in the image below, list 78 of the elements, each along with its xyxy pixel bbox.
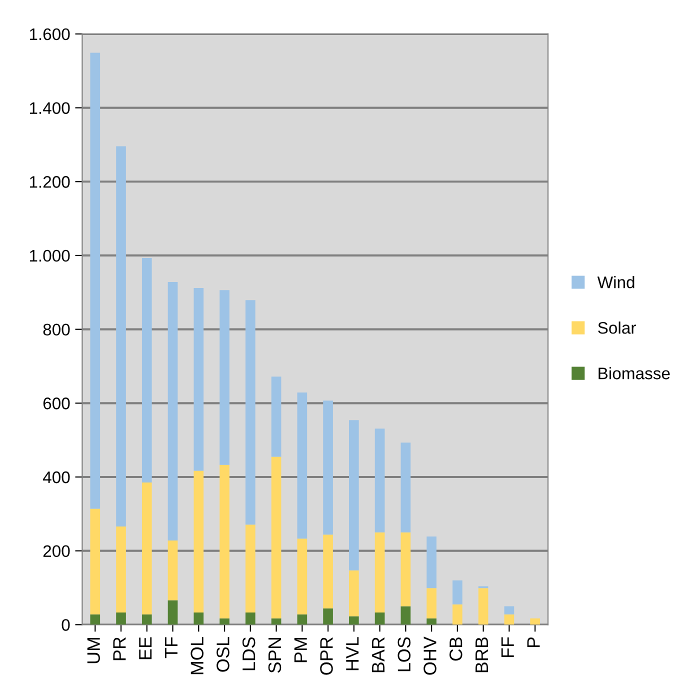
bar — [90, 52, 100, 509]
bar — [452, 604, 462, 625]
bar — [194, 288, 204, 471]
bar — [220, 290, 230, 465]
bar — [142, 614, 152, 625]
bar — [478, 588, 488, 625]
bar — [426, 536, 436, 588]
x-tick-label: OPR — [320, 637, 333, 675]
y-tick-label: 1.200 — [30, 176, 70, 188]
bar — [271, 618, 282, 625]
x-tick-label: OHV — [424, 636, 436, 675]
bar — [168, 600, 178, 625]
bar — [374, 428, 385, 532]
bar — [116, 526, 126, 612]
bar — [90, 508, 100, 614]
y-tick-label: 0 — [62, 619, 70, 631]
bar — [220, 618, 230, 625]
x-tick-label: MOL — [190, 637, 204, 674]
y-tick-label: 600 — [43, 398, 70, 410]
bar — [323, 608, 333, 625]
x-tick-label: PM — [294, 638, 307, 662]
bar — [374, 612, 385, 625]
bar — [323, 534, 333, 608]
y-tick-label: 800 — [43, 324, 70, 336]
x-tick-label: P — [527, 637, 540, 648]
bar — [426, 618, 436, 625]
bar — [142, 482, 152, 614]
y-tick-label: 400 — [42, 471, 70, 484]
bar — [168, 540, 178, 600]
bar — [142, 258, 152, 483]
x-tick-label: LDS — [242, 637, 256, 670]
legend-label: Wind — [597, 276, 634, 288]
bar — [349, 570, 359, 616]
bar — [426, 588, 436, 618]
bar — [400, 532, 411, 606]
bar — [349, 420, 359, 570]
x-tick-label: TF — [165, 637, 178, 658]
x-tick-label: CB — [449, 637, 462, 661]
y-tick-label: 200 — [43, 545, 70, 558]
bar — [194, 612, 204, 625]
x-tick-label: UM — [87, 638, 100, 664]
y-tick-label: 1.000 — [30, 250, 70, 262]
bar — [323, 400, 333, 535]
y-tick-label: 1.600 — [30, 28, 70, 40]
bar — [452, 580, 462, 604]
x-tick-label: FF — [501, 637, 514, 658]
x-tick-label: HVL — [346, 637, 359, 670]
x-tick-label: PR — [113, 637, 126, 660]
legend-label: Biomasse — [598, 367, 670, 380]
x-tick-label: OSL — [216, 637, 230, 672]
bar — [220, 464, 230, 618]
bar — [245, 300, 256, 525]
bar — [504, 614, 514, 625]
bar — [297, 392, 308, 539]
x-tick-label: BRB — [476, 637, 488, 672]
y-tick-label: 1.400 — [30, 102, 70, 114]
bar — [194, 470, 204, 612]
bar — [168, 282, 178, 540]
bar — [245, 612, 256, 625]
bar — [245, 524, 256, 612]
bar — [400, 606, 411, 625]
x-tick-label: BAR — [372, 637, 384, 672]
bar — [116, 612, 126, 625]
bar — [297, 614, 308, 625]
bar — [297, 538, 308, 614]
x-tick-label: SPN — [268, 638, 282, 673]
x-tick-label: EE — [139, 637, 152, 660]
bar — [400, 442, 411, 532]
legend-label: Solar — [598, 322, 636, 334]
bar — [374, 532, 385, 612]
bar — [530, 618, 540, 625]
bar — [349, 616, 359, 625]
bar — [271, 456, 282, 618]
bar — [90, 614, 100, 625]
x-tick-label: LOS — [398, 637, 411, 672]
bar — [504, 606, 514, 614]
bar — [271, 376, 282, 457]
bar — [116, 146, 126, 526]
